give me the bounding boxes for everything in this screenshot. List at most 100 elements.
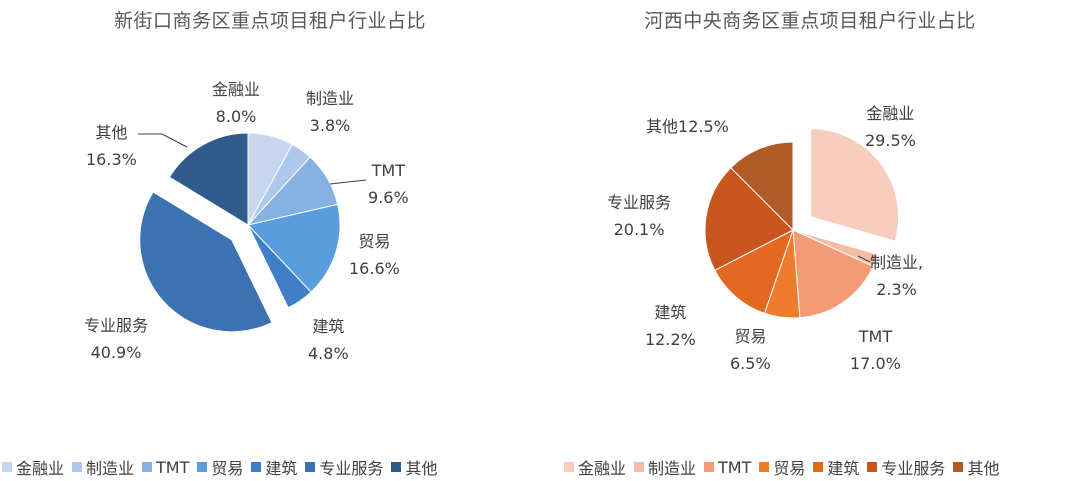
left-label-professional: 专业服务 40.9% <box>84 312 148 366</box>
left-legend-label-other: 其他 <box>405 459 438 478</box>
left-legend-swatch-professional <box>305 462 316 472</box>
left-label-construction-value: 4.8% <box>308 344 349 363</box>
left-label-construction-name: 建筑 <box>312 317 345 336</box>
right-legend-item-construction: 建筑 <box>813 455 859 479</box>
left-legend-label-finance: 金融业 <box>16 459 65 478</box>
right-label-tmt-value: 17.0% <box>850 354 901 373</box>
left-label-construction: 建筑 4.8% <box>308 313 349 367</box>
right-legend-item-finance: 金融业 <box>564 455 626 479</box>
right-legend-swatch-construction <box>813 462 824 472</box>
left-legend-swatch-manufacturing <box>72 462 83 472</box>
right-label-manufacturing: 制造业, 2.3% <box>870 249 923 303</box>
right-label-other-name: 其他 <box>646 117 679 136</box>
right-label-other: 其他12.5% <box>646 113 729 140</box>
left-pie-slice-trade <box>247 203 341 293</box>
right-legend-item-professional: 专业服务 <box>867 455 945 479</box>
right-label-trade-value: 6.5% <box>730 354 771 373</box>
right-pie-chart <box>704 128 900 319</box>
right-legend-swatch-tmt <box>704 462 715 472</box>
right-label-manufacturing-name: 制造业, <box>870 253 924 272</box>
right-legend-label-other: 其他 <box>967 459 1000 478</box>
left-legend-item-tmt: TMT <box>142 458 189 477</box>
right-legend-item-trade: 贸易 <box>759 455 805 479</box>
left-label-trade: 贸易 16.6% <box>349 228 400 282</box>
right-legend-label-professional: 专业服务 <box>881 459 946 478</box>
left-label-other-value: 16.3% <box>86 150 137 169</box>
right-legend-item-manufacturing: 制造业 <box>634 455 696 479</box>
left-pie-chart <box>138 132 367 333</box>
left-label-tmt-name: TMT <box>371 161 405 180</box>
left-legend-label-tmt: TMT <box>156 457 190 477</box>
left-label-other: 其他 16.3% <box>86 119 137 173</box>
left-legend-item-manufacturing: 制造业 <box>72 455 134 479</box>
right-legend: 金融业 制造业 TMT 贸易 建筑 专业服务 其他 <box>564 455 1007 479</box>
left-legend: 金融业 制造业 TMT 贸易 建筑 专业服务 其他 <box>2 455 445 479</box>
left-legend-label-trade: 贸易 <box>211 459 244 478</box>
right-label-construction: 建筑 12.2% <box>645 299 696 353</box>
left-pie-slice-professional <box>139 191 273 333</box>
left-legend-swatch-finance <box>2 462 12 472</box>
right-label-other-value: 12.5% <box>678 117 729 136</box>
right-chart-title: 河西中央商务区重点项目租户行业占比 <box>644 10 976 32</box>
left-legend-item-construction: 建筑 <box>251 455 297 479</box>
left-legend-item-trade: 贸易 <box>197 455 243 479</box>
left-legend-label-professional: 专业服务 <box>319 459 384 478</box>
right-legend-swatch-manufacturing <box>634 462 645 472</box>
left-leader-line-other <box>138 133 188 148</box>
right-pie-slice-tmt <box>792 229 874 319</box>
right-label-professional-name: 专业服务 <box>607 193 672 212</box>
left-label-manufacturing-name: 制造业 <box>306 89 355 108</box>
left-legend-label-manufacturing: 制造业 <box>86 459 135 478</box>
left-legend-label-construction: 建筑 <box>265 459 298 478</box>
right-legend-swatch-professional <box>867 462 878 472</box>
right-legend-label-finance: 金融业 <box>578 459 627 478</box>
left-pie-slice-other <box>168 132 249 226</box>
right-label-tmt: TMT 17.0% <box>850 323 901 377</box>
left-legend-swatch-other <box>391 462 402 472</box>
right-label-manufacturing-value: 2.3% <box>876 280 917 299</box>
left-label-other-name: 其他 <box>95 123 128 142</box>
right-pie-slice-construction <box>714 228 794 314</box>
left-legend-swatch-trade <box>197 462 208 472</box>
right-legend-swatch-other <box>953 462 964 472</box>
left-label-tmt-value: 9.6% <box>368 188 409 207</box>
right-label-professional: 专业服务 20.1% <box>607 189 671 243</box>
left-label-tmt: TMT 9.6% <box>368 157 409 211</box>
left-label-finance-name: 金融业 <box>212 80 261 99</box>
right-label-construction-name: 建筑 <box>654 303 687 322</box>
right-label-finance: 金融业 29.5% <box>865 100 916 154</box>
right-leader-line-manufacturing <box>857 255 871 263</box>
left-label-finance: 金融业 8.0% <box>212 76 260 130</box>
right-legend-label-tmt: TMT <box>718 457 752 477</box>
right-label-finance-name: 金融业 <box>866 104 915 123</box>
left-label-manufacturing: 制造业 3.8% <box>306 85 354 139</box>
left-label-professional-value: 40.9% <box>90 343 142 362</box>
right-label-construction-value: 12.2% <box>645 330 696 349</box>
left-label-finance-value: 8.0% <box>215 107 257 126</box>
left-legend-item-professional: 专业服务 <box>305 455 383 479</box>
right-label-finance-value: 29.5% <box>865 131 916 150</box>
right-legend-label-manufacturing: 制造业 <box>648 459 697 478</box>
left-legend-item-finance: 金融业 <box>2 455 64 479</box>
left-label-trade-name: 贸易 <box>358 232 391 251</box>
right-legend-swatch-finance <box>564 462 574 472</box>
right-legend-label-construction: 建筑 <box>827 459 860 478</box>
right-chart-panel: 河西中央商务区重点项目租户行业占比 金融业 29.5% 制造业, 2.3% TM… <box>540 0 1080 481</box>
right-legend-item-tmt: TMT <box>704 458 751 477</box>
right-label-professional-value: 20.1% <box>613 220 665 239</box>
right-pie-slice-finance <box>810 128 900 242</box>
left-label-manufacturing-value: 3.8% <box>309 116 351 135</box>
left-legend-item-other: 其他 <box>391 455 437 479</box>
left-pie-slice-construction <box>247 224 312 309</box>
right-label-trade: 贸易 6.5% <box>730 323 771 377</box>
right-pie-slice-professional <box>704 167 794 271</box>
right-legend-swatch-trade <box>759 462 770 472</box>
right-label-trade-name: 贸易 <box>734 327 767 346</box>
left-label-trade-value: 16.6% <box>349 259 400 278</box>
right-pie-slice-other <box>730 141 794 232</box>
left-label-professional-name: 专业服务 <box>84 316 149 335</box>
right-legend-item-other: 其他 <box>953 455 999 479</box>
left-leader-line-tmt <box>329 179 367 185</box>
right-legend-label-trade: 贸易 <box>773 459 806 478</box>
left-chart-title: 新街口商务区重点项目租户行业占比 <box>113 10 426 32</box>
